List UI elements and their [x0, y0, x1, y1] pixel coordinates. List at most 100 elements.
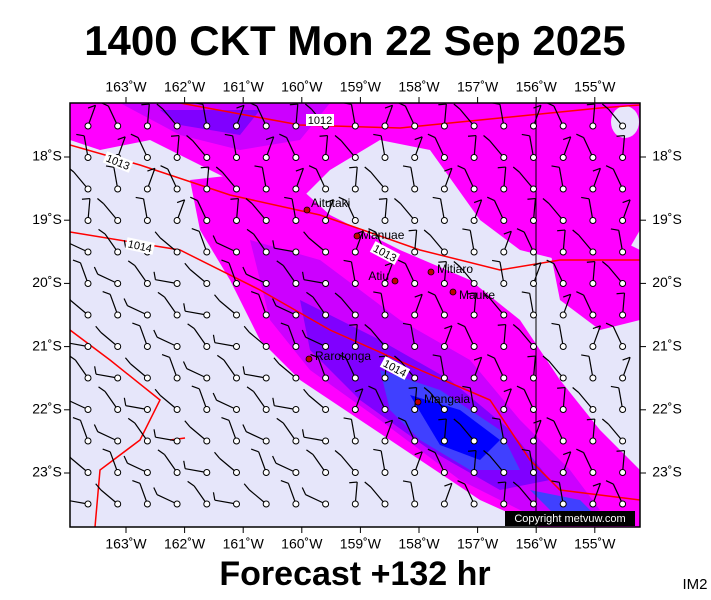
place-dot	[449, 288, 457, 296]
barb-feather	[486, 196, 495, 202]
barb-feather	[373, 448, 382, 452]
station	[203, 217, 211, 224]
barb-feather	[170, 134, 180, 137]
station	[233, 280, 240, 287]
station	[84, 154, 92, 161]
barb-staff	[104, 391, 119, 410]
barb-staff	[532, 262, 542, 284]
station	[233, 311, 240, 319]
barb-feather	[423, 229, 431, 236]
station	[411, 469, 419, 476]
station	[589, 374, 597, 382]
station	[233, 406, 240, 413]
barb-feather	[467, 134, 477, 137]
station	[470, 374, 478, 382]
barb-feather	[191, 385, 200, 390]
place-label: Aitutaki	[311, 196, 350, 210]
barb-staff	[70, 342, 89, 348]
barb-feather	[444, 325, 453, 330]
barb-staff	[312, 454, 327, 473]
barb-feather	[397, 417, 406, 422]
barb-feather	[427, 448, 436, 454]
station	[84, 311, 92, 319]
station	[470, 311, 478, 319]
station	[292, 406, 300, 413]
barb-staff	[523, 389, 535, 410]
barb-feather	[102, 291, 111, 295]
isobar-label-box	[379, 356, 411, 380]
barb-feather	[512, 481, 520, 488]
station	[470, 185, 478, 193]
barb-feather	[123, 397, 127, 406]
barb-feather	[70, 355, 76, 361]
barb-staff	[384, 198, 388, 221]
barb-staff	[221, 171, 237, 190]
barb-feather	[473, 356, 482, 361]
barb-feather	[221, 417, 230, 421]
isobar-value: 1014	[127, 238, 153, 255]
station	[589, 217, 597, 224]
barb-feather	[368, 385, 376, 391]
barb-staff	[592, 483, 601, 505]
station	[292, 437, 300, 445]
barb-feather	[127, 260, 136, 266]
barb-staff	[529, 135, 535, 158]
place-dot	[427, 268, 435, 276]
station	[530, 469, 537, 476]
station	[500, 217, 508, 224]
station	[233, 343, 240, 350]
barb-staff	[139, 325, 148, 347]
barb-staff	[130, 363, 148, 379]
barb-feather	[153, 487, 158, 495]
barb-staff	[235, 198, 240, 221]
barb-staff	[186, 368, 208, 379]
barb-feather	[408, 386, 417, 389]
barb-staff	[612, 168, 624, 190]
barb-staff	[248, 489, 267, 505]
barb-staff	[325, 135, 329, 158]
station	[381, 122, 389, 130]
station	[351, 374, 359, 382]
barb-feather	[444, 167, 453, 172]
barb-feather	[191, 228, 200, 232]
barb-staff	[287, 483, 297, 505]
place-label: Atiu	[368, 269, 389, 283]
barb-staff	[109, 451, 119, 473]
barb-staff	[443, 419, 447, 442]
station	[233, 374, 240, 382]
barb-feather	[521, 448, 530, 452]
station	[559, 122, 567, 130]
lon-label-top: 159˚W	[340, 79, 382, 95]
barb-staff	[622, 293, 626, 316]
station	[530, 437, 537, 445]
isobar-label-box	[306, 114, 334, 126]
barb-staff	[193, 485, 208, 505]
barb-staff	[87, 105, 97, 127]
barb-staff	[117, 136, 126, 158]
barb-feather	[189, 196, 198, 202]
station	[559, 311, 567, 319]
barb-feather	[117, 136, 126, 141]
barb-staff	[134, 265, 148, 284]
station	[84, 217, 92, 224]
barb-staff	[503, 388, 512, 410]
barb-staff	[258, 294, 267, 316]
station	[500, 248, 508, 256]
barb-feather	[272, 455, 277, 464]
barb-staff	[607, 108, 624, 127]
station	[470, 500, 478, 508]
station	[322, 437, 330, 445]
barb-feather	[512, 166, 520, 173]
station	[84, 406, 92, 413]
lat-label-left: 22˚S	[32, 401, 62, 417]
station	[84, 122, 92, 130]
station	[559, 248, 567, 256]
barb-feather	[368, 228, 376, 233]
station	[173, 469, 181, 476]
station	[530, 217, 537, 224]
barb-feather	[521, 291, 530, 294]
barb-staff	[97, 431, 118, 442]
barb-feather	[221, 259, 230, 264]
station	[619, 406, 627, 413]
station	[619, 280, 627, 287]
